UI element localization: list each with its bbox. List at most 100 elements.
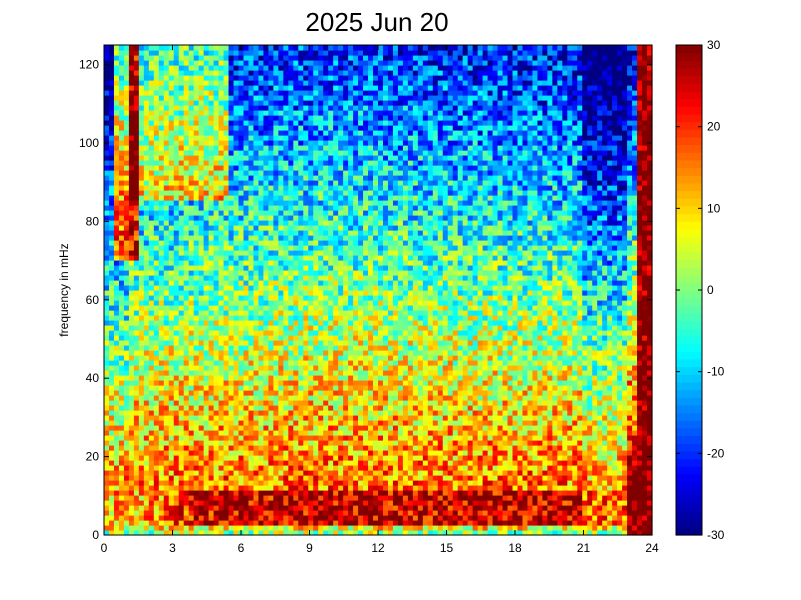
heatmap-cell (248, 220, 255, 226)
heatmap-cell (328, 520, 334, 526)
heatmap-cell (168, 310, 175, 316)
heatmap-cell (133, 125, 140, 131)
heatmap-cell (183, 70, 190, 76)
heatmap-cell (353, 385, 359, 391)
heatmap-cell (138, 515, 145, 521)
heatmap-cell (218, 130, 225, 136)
heatmap-cell (143, 400, 150, 406)
heatmap-cell (278, 295, 284, 301)
heatmap-cell (128, 210, 135, 216)
heatmap-cell (198, 530, 205, 536)
heatmap-cell (128, 240, 135, 246)
heatmap-cell (128, 80, 135, 86)
heatmap-cell (203, 195, 210, 201)
heatmap-cell (238, 185, 245, 191)
heatmap-cell (118, 460, 125, 466)
heatmap-cell (173, 365, 180, 371)
heatmap-cell (328, 490, 334, 496)
heatmap-cell (288, 475, 294, 481)
heatmap-cell (168, 45, 175, 51)
heatmap-cell (158, 415, 165, 421)
heatmap-cell (288, 75, 294, 81)
heatmap-cell (333, 400, 339, 406)
heatmap-cell (203, 270, 210, 276)
heatmap-cell (298, 475, 304, 481)
heatmap-cell (143, 135, 150, 141)
heatmap-cell (253, 425, 260, 431)
heatmap-cell (238, 510, 245, 516)
heatmap-cell (193, 165, 200, 171)
heatmap-cell (263, 385, 269, 391)
heatmap-cell (158, 355, 165, 361)
heatmap-cell (218, 265, 225, 271)
heatmap-cell (263, 360, 269, 366)
heatmap-cell (123, 175, 130, 181)
heatmap-cell (333, 380, 339, 386)
heatmap-cell (123, 110, 130, 116)
heatmap-cell (168, 185, 175, 191)
heatmap-cell (323, 355, 329, 361)
heatmap-cell (113, 530, 120, 536)
heatmap-cell (173, 170, 180, 176)
heatmap-cell (313, 380, 319, 386)
heatmap-cell (328, 300, 334, 306)
heatmap-cell (283, 140, 289, 146)
heatmap-cell (353, 495, 359, 501)
heatmap-cell (318, 515, 324, 521)
heatmap-cell (233, 430, 240, 436)
heatmap-cell (298, 360, 304, 366)
heatmap-cell (243, 270, 250, 276)
heatmap-cell (198, 135, 205, 141)
heatmap-cell (233, 110, 240, 116)
heatmap-cell (163, 495, 170, 501)
heatmap-cell (233, 370, 240, 376)
heatmap-cell (253, 495, 260, 501)
heatmap-cell (143, 50, 150, 56)
heatmap-cell (108, 360, 115, 366)
heatmap-cell (243, 110, 250, 116)
heatmap-cell (133, 400, 140, 406)
heatmap-cell (228, 230, 235, 236)
heatmap-cell (163, 520, 170, 526)
heatmap-cell (258, 365, 265, 371)
heatmap-cell (118, 115, 125, 121)
heatmap-cell (198, 380, 205, 386)
heatmap-cell (104, 340, 110, 346)
heatmap-cell (203, 150, 210, 156)
heatmap-cell (203, 495, 210, 501)
heatmap-cell (123, 530, 130, 536)
heatmap-cell (153, 380, 160, 386)
heatmap-cell (113, 70, 120, 76)
heatmap-cell (303, 430, 309, 436)
heatmap-cell (198, 85, 205, 91)
heatmap-cell (268, 340, 274, 346)
heatmap-cell (278, 130, 284, 136)
heatmap-cell (233, 525, 240, 531)
heatmap-cell (338, 235, 344, 241)
heatmap-cell (308, 135, 314, 141)
heatmap-cell (288, 390, 294, 396)
heatmap-cell (278, 310, 284, 316)
heatmap-cell (253, 300, 260, 306)
heatmap-cell (158, 170, 165, 176)
heatmap-cell (198, 185, 205, 191)
heatmap-cell (104, 510, 110, 516)
heatmap-cell (303, 105, 309, 111)
heatmap-cell (283, 380, 289, 386)
heatmap-cell (348, 210, 354, 216)
heatmap-cell (353, 500, 359, 506)
heatmap-cell (163, 240, 170, 246)
heatmap-cell (253, 500, 260, 506)
heatmap-cell (158, 285, 165, 291)
heatmap-cell (333, 475, 339, 481)
heatmap-cell (118, 305, 125, 311)
heatmap-cell (348, 450, 354, 456)
heatmap-cell (178, 315, 185, 321)
heatmap-cell (213, 515, 220, 521)
heatmap-cell (183, 500, 190, 506)
heatmap-cell (203, 285, 210, 291)
heatmap-cell (223, 165, 230, 171)
heatmap-cell (243, 145, 250, 151)
heatmap-cell (143, 300, 150, 306)
heatmap-cell (228, 325, 235, 331)
